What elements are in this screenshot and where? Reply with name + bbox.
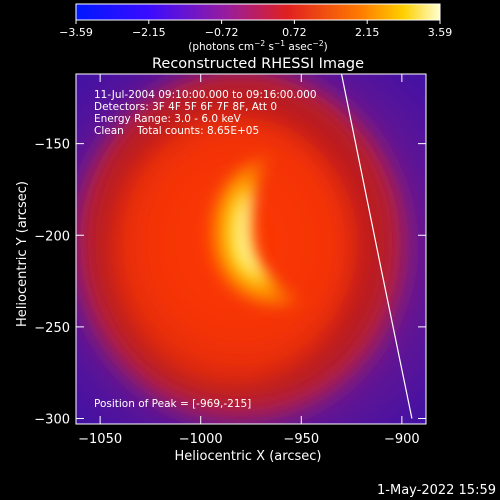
annotation-energy-range: Energy Range: 3.0 - 6.0 keV bbox=[94, 113, 242, 125]
x-tick-label: −900 bbox=[384, 432, 420, 447]
y-tick-label: −250 bbox=[34, 321, 70, 336]
plot-title: Reconstructed RHESSI Image bbox=[152, 56, 364, 72]
y-axis-label: Heliocentric Y (arcsec) bbox=[15, 181, 30, 327]
rhessi-image bbox=[76, 74, 426, 424]
x-axis-ticks bbox=[99, 74, 403, 424]
y-tick-label: −200 bbox=[34, 229, 70, 244]
x-tick-label: −1000 bbox=[179, 432, 223, 447]
footer-date: 1-May-2022 15:59 bbox=[377, 483, 496, 498]
colorbar-tick-marks bbox=[75, 20, 441, 24]
solar-limb-line bbox=[340, 74, 413, 419]
colorbar-tick-label: 0.72 bbox=[282, 26, 307, 39]
annotation-clean-counts: Clean Total counts: 8.65E+05 bbox=[94, 125, 259, 137]
colorbar-tick-label: −0.72 bbox=[205, 26, 239, 39]
x-axis-label: Heliocentric X (arcsec) bbox=[175, 449, 322, 464]
colorbar-tick-label: −3.59 bbox=[59, 26, 93, 39]
colorbar-tick-label: 2.15 bbox=[355, 26, 380, 39]
colorbar-tick-label: 3.59 bbox=[428, 26, 453, 39]
colorbar-tick-label: −2.15 bbox=[132, 26, 166, 39]
y-axis-ticks bbox=[76, 143, 426, 420]
x-tick-label: −1050 bbox=[78, 432, 122, 447]
annotation-peak-position: Position of Peak = [-969,-215] bbox=[94, 398, 251, 410]
annotation-time-range: 11-Jul-2004 09:10:00.000 to 09:16:00.000 bbox=[94, 89, 317, 101]
annotation-detectors: Detectors: 3F 4F 5F 6F 7F 8F, Att 0 bbox=[94, 101, 277, 113]
y-tick-label: −300 bbox=[34, 413, 70, 428]
y-tick-label: −150 bbox=[34, 138, 70, 153]
colorbar-units: (photons cm−2 s−1 asec−2) bbox=[188, 39, 327, 53]
plot-frame bbox=[75, 73, 427, 425]
colorbar bbox=[75, 3, 441, 21]
x-tick-label: −950 bbox=[283, 432, 319, 447]
